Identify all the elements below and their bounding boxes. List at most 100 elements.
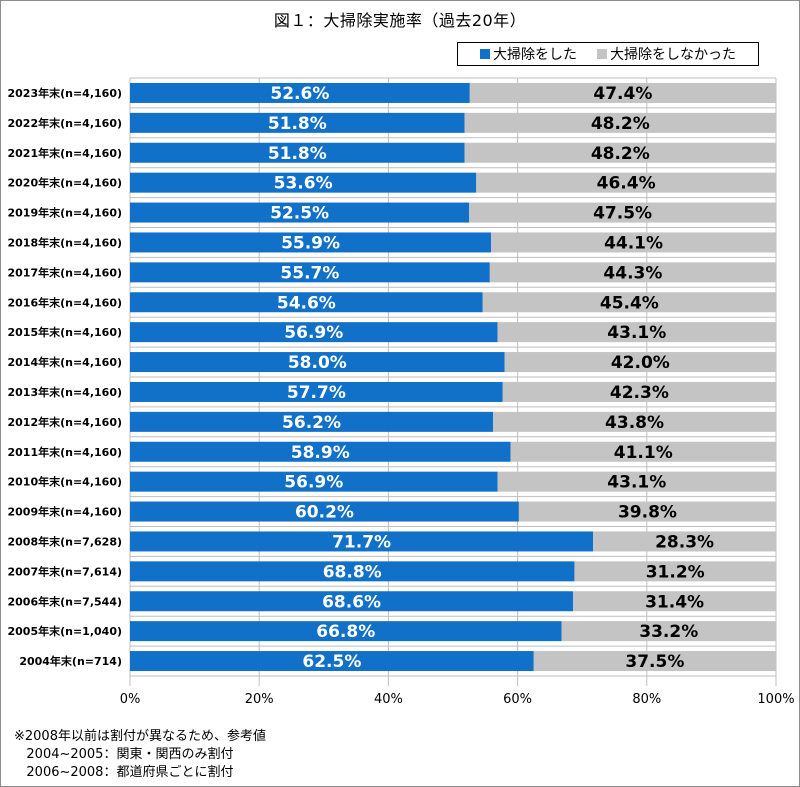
data-label-did-clean: 57.7% — [287, 383, 346, 403]
data-label-did-not-clean: 44.3% — [603, 263, 662, 283]
footnote-line: ※2008年以前は割付が異なるため、参考値 — [14, 729, 266, 744]
bar-did-clean — [130, 651, 534, 672]
category-label: 2015年末(n=4,160) — [7, 325, 122, 339]
bar-did-clean — [130, 531, 594, 552]
data-label-did-not-clean: 48.2% — [591, 114, 650, 134]
bar-did-clean — [130, 561, 575, 582]
data-label-did-clean: 66.8% — [316, 622, 375, 642]
category-label: 2017年末(n=4,160) — [7, 265, 122, 279]
legend: 大掃除をした 大掃除をしなかった — [457, 42, 759, 66]
bar-did-clean — [130, 292, 483, 313]
data-label-did-clean: 58.9% — [291, 443, 350, 463]
data-label-did-clean: 68.6% — [322, 592, 381, 612]
x-tick-label: 40% — [374, 692, 403, 707]
bar-did-clean — [130, 112, 465, 133]
category-labels: 2023年末(n=4,160) 2022年末(n=4,160) 2021年末(n=4… — [7, 86, 122, 668]
data-label-did-not-clean: 31.4% — [645, 592, 704, 612]
category-label: 2006年末(n=7,544) — [7, 594, 122, 608]
data-label-did-clean: 56.9% — [284, 473, 343, 493]
bar-did-not-clean — [476, 172, 776, 193]
bar-did-clean — [130, 172, 477, 193]
category-label: 2011年末(n=4,160) — [7, 445, 122, 459]
bar-did-not-clean — [491, 232, 776, 253]
data-label-did-clean: 62.5% — [302, 652, 361, 672]
x-tick-label: 20% — [245, 692, 274, 707]
category-label: 2018年末(n=4,160) — [7, 235, 122, 249]
data-label-did-clean: 54.6% — [277, 293, 336, 313]
legend-swatch-did-clean — [480, 49, 490, 59]
data-label-did-clean: 56.2% — [282, 413, 341, 433]
legend-item-did-not-clean: 大掃除をしなかった — [597, 44, 736, 64]
legend-item-did-clean: 大掃除をした — [480, 44, 577, 64]
bar-did-clean — [130, 621, 562, 642]
bars — [130, 82, 776, 672]
data-labels: 52.6% 47.4% 51.8% 48.2% 51.8% 48.2% 53.6% 46.4%… — [268, 84, 714, 672]
x-tick-label: 80% — [632, 692, 661, 707]
bar-did-not-clean — [464, 142, 776, 163]
bar-did-clean — [130, 441, 511, 462]
bar-did-clean — [130, 411, 494, 432]
bar-did-not-clean — [510, 441, 776, 462]
bar-did-clean — [130, 381, 503, 402]
bar-did-not-clean — [493, 411, 776, 432]
bar-did-not-clean — [593, 531, 776, 552]
bar-did-clean — [130, 322, 498, 343]
x-axis-ticks: 0% 20% 40% 60% 80% 100% — [120, 692, 795, 707]
bar-did-clean — [130, 232, 492, 253]
x-tick-label: 0% — [120, 692, 141, 707]
data-label-did-not-clean: 33.2% — [639, 622, 698, 642]
data-label-did-not-clean: 39.8% — [618, 503, 677, 523]
bar-did-not-clean — [489, 262, 776, 283]
bar-did-clean — [130, 591, 574, 612]
bar-did-not-clean — [573, 591, 776, 612]
data-label-did-not-clean: 45.4% — [600, 293, 659, 313]
data-label-did-clean: 51.8% — [268, 114, 327, 134]
data-label-did-clean: 68.8% — [323, 562, 382, 582]
category-label: 2012年末(n=4,160) — [7, 415, 122, 429]
chart-title: 図１：大掃除実施率（過去20年） — [273, 11, 527, 30]
legend-label-did-clean: 大掃除をした — [493, 47, 577, 63]
bar-did-not-clean — [502, 381, 776, 402]
category-label: 2013年末(n=4,160) — [7, 385, 122, 399]
category-label: 2023年末(n=4,160) — [7, 86, 122, 100]
x-tick-label: 100% — [757, 692, 794, 707]
bar-did-not-clean — [561, 621, 776, 642]
bar-did-clean — [130, 352, 505, 373]
category-label: 2004年末(n=714) — [19, 654, 122, 668]
data-label-did-clean: 60.2% — [295, 503, 354, 523]
data-label-did-not-clean: 43.1% — [607, 473, 666, 493]
data-label-did-not-clean: 42.3% — [610, 383, 669, 403]
data-label-did-clean: 55.7% — [280, 263, 339, 283]
data-label-did-clean: 55.9% — [281, 233, 340, 253]
bar-did-clean — [130, 262, 490, 283]
bar-did-not-clean — [497, 471, 776, 492]
bar-did-not-clean — [482, 292, 776, 313]
legend-label-did-not-clean: 大掃除をしなかった — [610, 47, 736, 63]
bar-did-clean — [130, 471, 498, 492]
data-label-did-clean: 58.0% — [288, 353, 347, 373]
bar-did-clean — [130, 82, 470, 103]
data-label-did-clean: 71.7% — [332, 532, 391, 552]
data-label-did-not-clean: 28.3% — [655, 532, 714, 552]
footnote-line: 2004~2005：関東・関西のみ割付 — [14, 747, 234, 762]
bar-did-not-clean — [574, 561, 776, 582]
bar-did-not-clean — [497, 322, 776, 343]
data-label-did-clean: 53.6% — [274, 174, 333, 194]
bar-did-not-clean — [464, 112, 776, 133]
bar-did-clean — [130, 202, 470, 223]
data-label-did-not-clean: 42.0% — [611, 353, 670, 373]
category-label: 2007年末(n=7,614) — [7, 564, 122, 578]
data-label-did-not-clean: 47.5% — [593, 204, 652, 224]
bar-did-not-clean — [469, 202, 776, 223]
data-label-did-not-clean: 41.1% — [614, 443, 673, 463]
category-label: 2022年末(n=4,160) — [7, 116, 122, 130]
category-label: 2005年末(n=1,040) — [7, 624, 122, 638]
category-label: 2008年末(n=7,628) — [7, 534, 122, 548]
legend-swatch-did-not-clean — [597, 49, 607, 59]
bar-did-not-clean — [518, 501, 776, 522]
category-label: 2016年末(n=4,160) — [7, 295, 122, 309]
category-label: 2021年末(n=4,160) — [7, 146, 122, 160]
bar-did-not-clean — [533, 651, 776, 672]
data-label-did-not-clean: 31.2% — [646, 562, 705, 582]
